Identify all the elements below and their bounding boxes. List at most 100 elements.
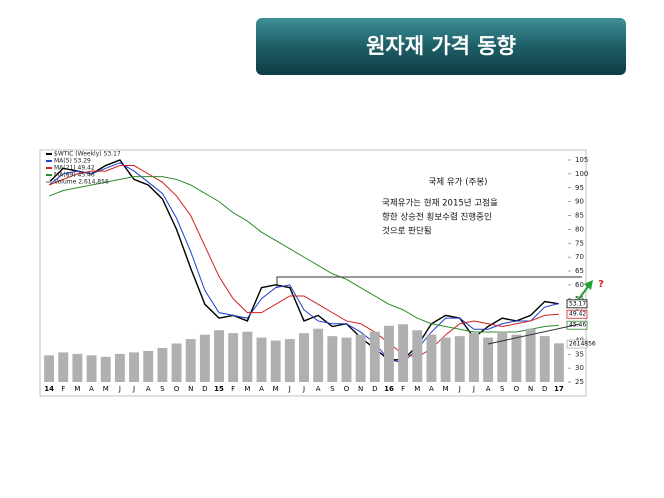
- y-tick-label: 100: [575, 170, 588, 178]
- volume-bar: [412, 330, 423, 382]
- x-tick-label: A: [486, 385, 491, 393]
- volume-bar: [511, 334, 522, 382]
- volume-bar: [256, 337, 267, 382]
- annotation: 것으로 판단됨: [382, 226, 432, 237]
- y-tick-label: 105: [575, 156, 588, 164]
- x-tick-label: A: [316, 385, 321, 393]
- volume-bar: [171, 343, 182, 382]
- x-tick-label: D: [202, 385, 207, 393]
- annotation: 국제 유가 (주봉): [429, 178, 488, 188]
- annotation: 국제유가는 현재 2015년 고점을: [382, 198, 498, 209]
- volume-bar: [157, 347, 168, 382]
- x-tick-label: F: [231, 385, 235, 393]
- annotation: 향한 상승전 횡보수렴 진행중인: [382, 212, 492, 223]
- end-label-box: [566, 339, 588, 349]
- x-tick-label: J: [302, 385, 305, 393]
- volume-bar: [483, 337, 494, 382]
- annotation: ?: [598, 279, 604, 290]
- x-tick-label: F: [401, 385, 405, 393]
- x-tick-label: 14: [44, 385, 54, 393]
- x-tick-label: 15: [214, 385, 224, 393]
- y-tick-label: 95: [575, 184, 584, 192]
- y-tick-label: 65: [575, 267, 584, 275]
- x-tick-label: A: [89, 385, 94, 393]
- x-tick-label: M: [443, 385, 449, 393]
- volume-bar: [525, 328, 536, 382]
- volume-bar: [72, 353, 83, 382]
- legend-label: Volume 2,614,856: [54, 179, 109, 186]
- x-tick-label: S: [160, 385, 165, 393]
- volume-bar: [497, 331, 508, 382]
- volume-bar: [440, 337, 451, 382]
- x-tick-label: S: [330, 385, 335, 393]
- series-line: [48, 162, 560, 364]
- end-label: 53.17: [569, 300, 586, 307]
- volume-bar: [58, 352, 69, 382]
- x-tick-label: O: [174, 385, 180, 393]
- y-tick-label: 75: [575, 239, 584, 247]
- y-tick-label: 70: [575, 253, 584, 261]
- x-tick-label: O: [514, 385, 520, 393]
- volume-bar: [426, 334, 437, 382]
- y-tick-label: 85: [575, 212, 584, 220]
- volume-bar: [185, 339, 196, 382]
- volume-bar: [553, 343, 564, 382]
- x-tick-label: N: [188, 385, 193, 393]
- resistance-line: [276, 276, 582, 287]
- volume-bar: [242, 331, 253, 382]
- x-tick-label: M: [103, 385, 109, 393]
- series-line: [48, 176, 559, 333]
- title-banner: [256, 18, 626, 75]
- volume-bar: [129, 352, 140, 382]
- x-tick-label: O: [344, 385, 350, 393]
- y-tick-label: 80: [575, 225, 584, 233]
- chart: 25303540455055606570758085909510010514FM…: [44, 151, 604, 393]
- volume-bar: [214, 330, 224, 382]
- y-tick-label: 35: [575, 350, 584, 358]
- volume-bar: [539, 336, 550, 382]
- x-tick-label: F: [61, 385, 65, 393]
- volume-bar: [327, 336, 338, 382]
- volume-bar: [228, 333, 239, 382]
- volume-bar: [284, 339, 295, 382]
- volume-bar: [44, 355, 55, 382]
- y-tick-label: 90: [575, 198, 584, 206]
- y-tick-label: 25: [575, 378, 584, 386]
- x-tick-label: D: [372, 385, 377, 393]
- x-tick-label: 17: [554, 385, 564, 393]
- volume-bar: [369, 331, 380, 382]
- x-tick-label: J: [288, 385, 291, 393]
- x-tick-label: A: [259, 385, 264, 393]
- y-tick-label: 60: [575, 281, 584, 289]
- legend-label: MA(5) 53.29: [54, 158, 91, 165]
- x-tick-label: J: [458, 385, 461, 393]
- x-tick-label: M: [414, 385, 420, 393]
- x-tick-label: J: [132, 385, 135, 393]
- y-tick-label: 30: [575, 364, 584, 372]
- x-tick-label: N: [358, 385, 363, 393]
- volume-bar: [199, 334, 210, 382]
- volume-bar: [355, 334, 366, 382]
- legend-label: MA(89) 45.46: [54, 172, 95, 179]
- support-line: [487, 323, 581, 345]
- volume-bar: [384, 325, 394, 382]
- end-label: 49.42: [569, 311, 586, 318]
- volume-bar: [299, 333, 309, 382]
- x-tick-label: A: [146, 385, 151, 393]
- x-tick-label: N: [528, 385, 533, 393]
- x-tick-label: S: [500, 385, 505, 393]
- x-tick-label: J: [118, 385, 121, 393]
- volume-bar: [114, 353, 125, 382]
- volume-bar: [100, 356, 111, 382]
- arrow-head: [584, 280, 593, 290]
- end-label: 2614856: [569, 341, 596, 348]
- x-tick-label: D: [542, 385, 547, 393]
- x-tick-label: 16: [384, 385, 394, 393]
- volume-bar: [313, 328, 324, 382]
- x-tick-label: M: [74, 385, 80, 393]
- slide-title: 원자재 가격 동향: [366, 34, 516, 58]
- volume-bar: [398, 324, 409, 382]
- end-label: 45.46: [569, 322, 586, 329]
- volume-bar: [468, 333, 479, 382]
